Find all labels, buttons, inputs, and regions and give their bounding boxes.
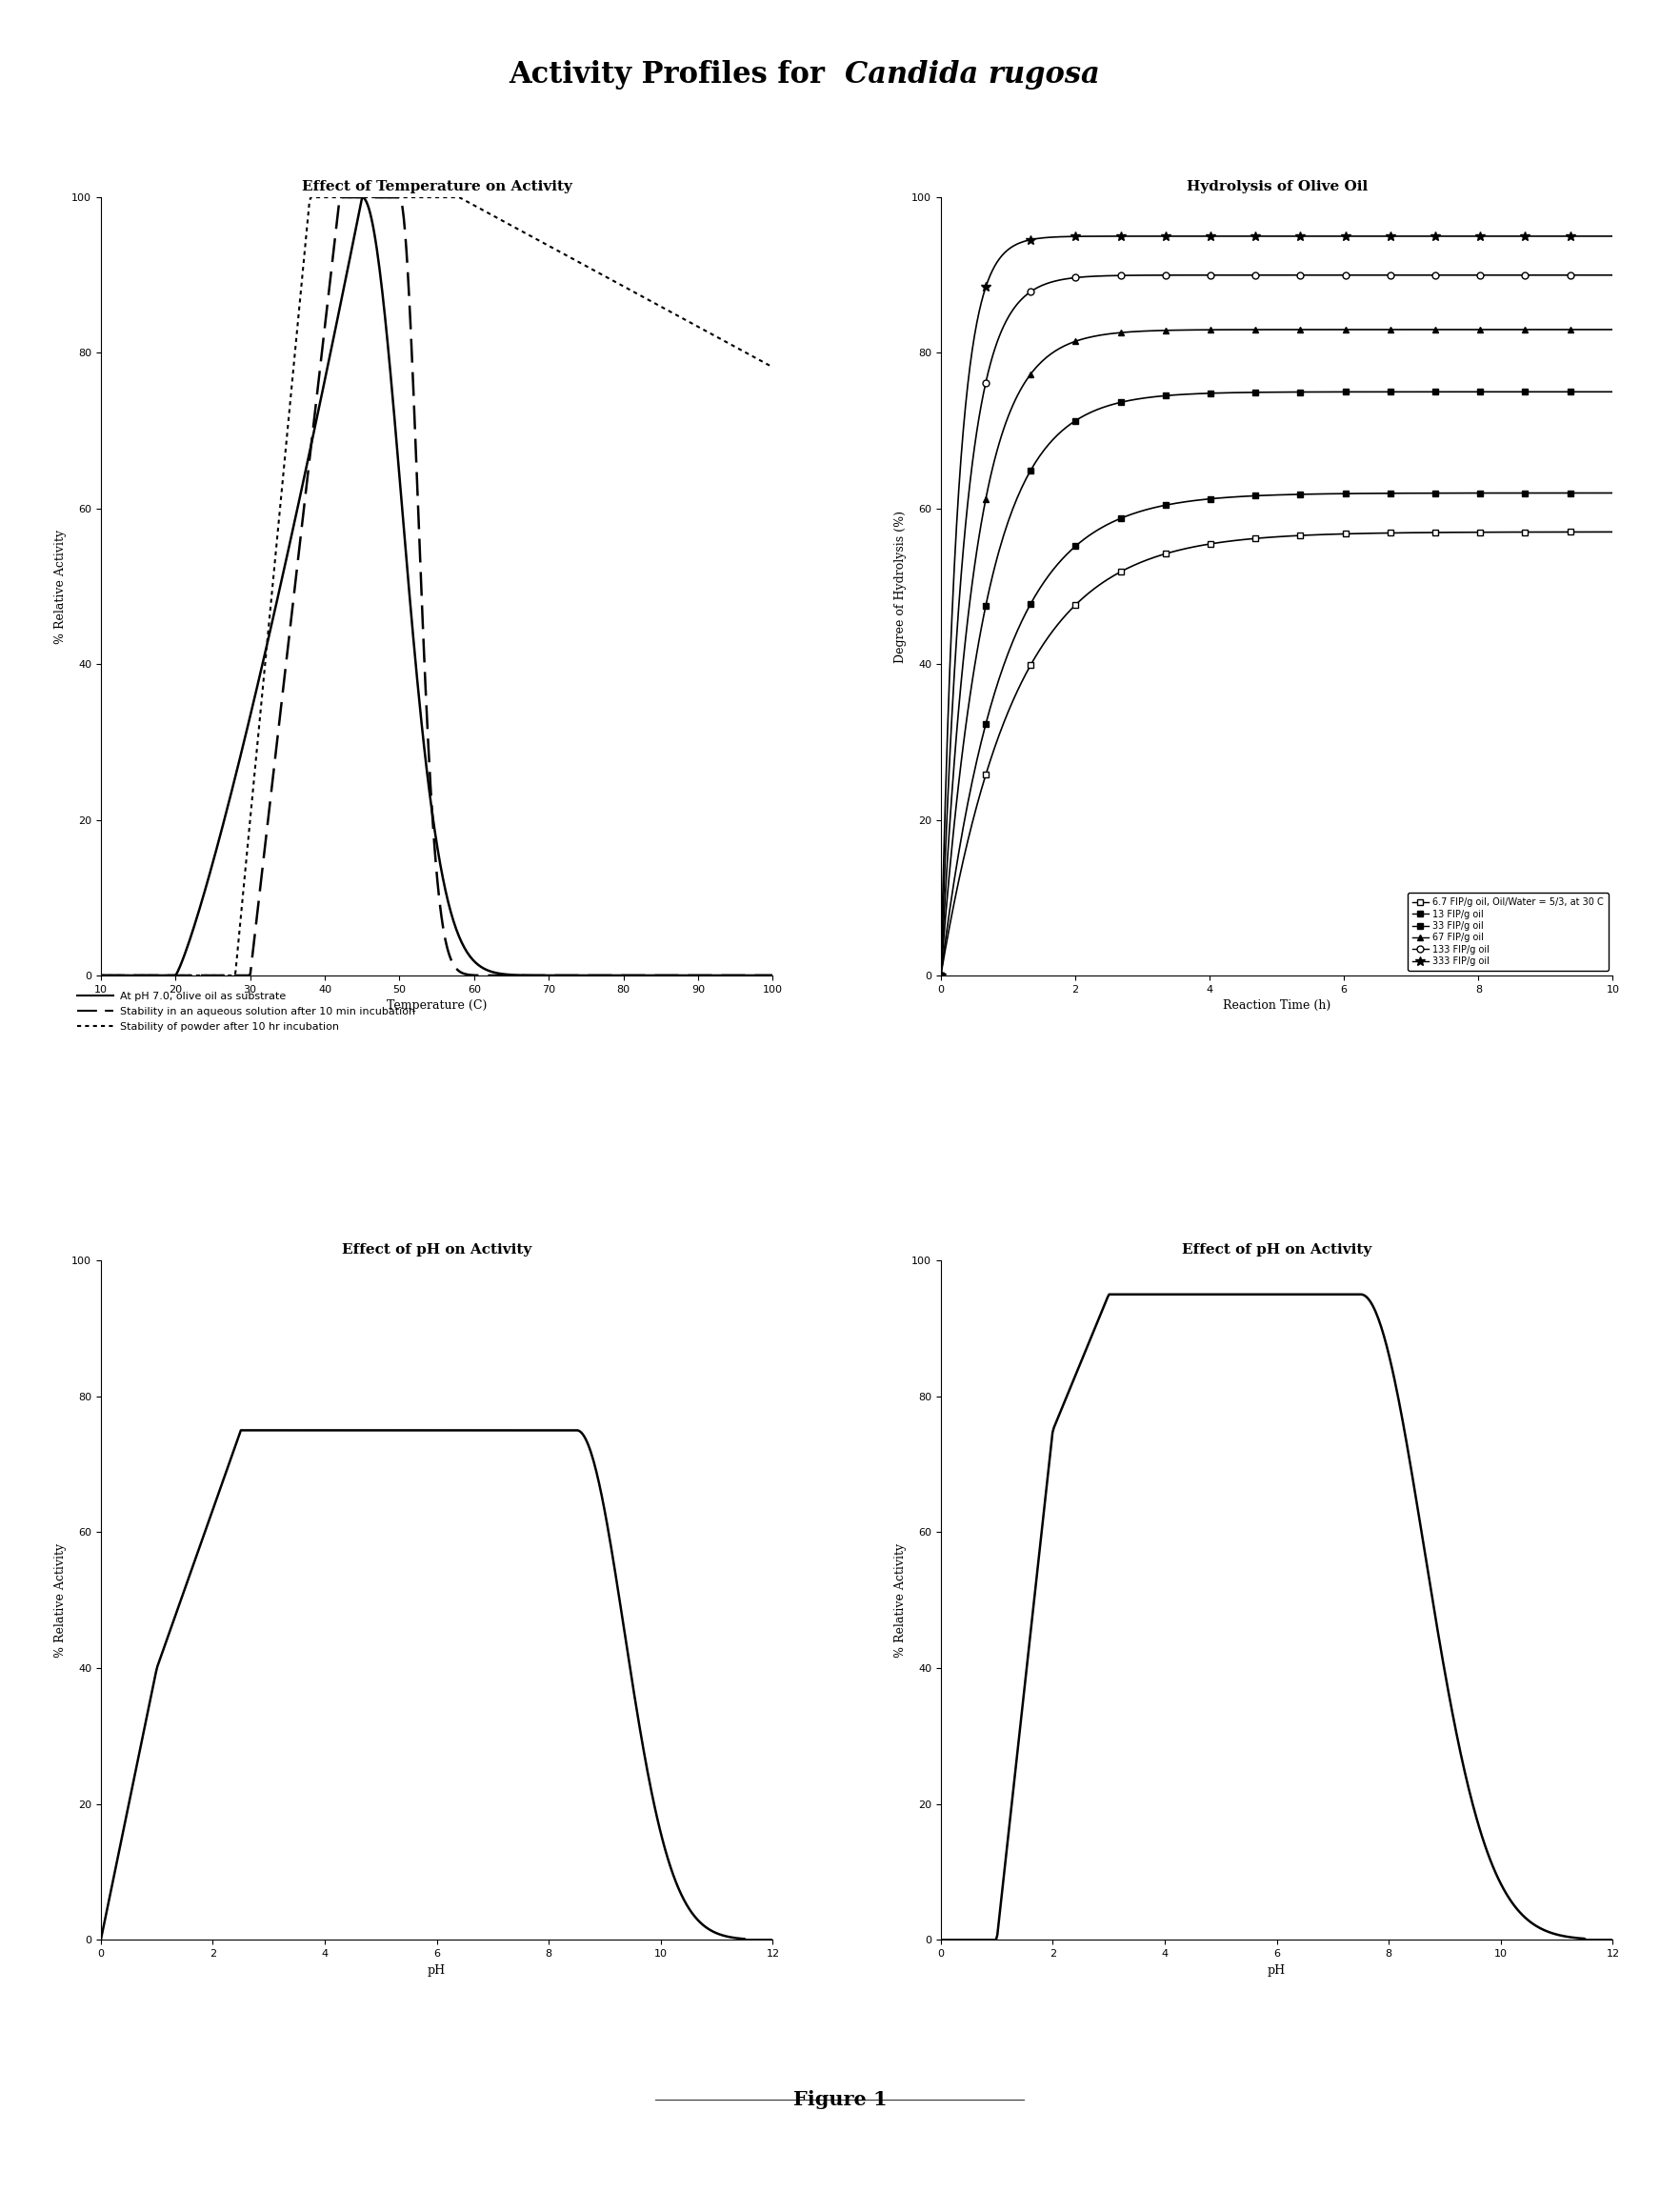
X-axis label: Temperature (C): Temperature (C) (386, 1000, 487, 1013)
Y-axis label: % Relative Activity: % Relative Activity (54, 528, 66, 644)
Y-axis label: Degree of Hydrolysis (%): Degree of Hydrolysis (%) (894, 511, 906, 662)
Text: Activity Profiles for: Activity Profiles for (509, 59, 835, 90)
Title: Effect of pH on Activity: Effect of pH on Activity (343, 1243, 531, 1256)
Legend: 6.7 FIP/g oil, Oil/Water = 5/3, at 30 C, 13 FIP/g oil, 33 FIP/g oil, 67 FIP/g oi: 6.7 FIP/g oil, Oil/Water = 5/3, at 30 C,… (1408, 892, 1608, 971)
X-axis label: Reaction Time (h): Reaction Time (h) (1223, 1000, 1331, 1013)
X-axis label: pH: pH (428, 1964, 445, 1977)
X-axis label: pH: pH (1268, 1964, 1285, 1977)
Title: Effect of pH on Activity: Effect of pH on Activity (1183, 1243, 1371, 1256)
Y-axis label: % Relative Activity: % Relative Activity (894, 1543, 906, 1657)
Y-axis label: % Relative Activity: % Relative Activity (54, 1543, 66, 1657)
Title: Hydrolysis of Olive Oil: Hydrolysis of Olive Oil (1186, 180, 1368, 193)
Text: Figure 1: Figure 1 (793, 2091, 887, 2109)
Title: Effect of Temperature on Activity: Effect of Temperature on Activity (302, 180, 571, 193)
Text: Candida rugosa: Candida rugosa (845, 59, 1100, 90)
Legend: At pH 7.0, olive oil as substrate, Stability in an aqueous solution after 10 min: At pH 7.0, olive oil as substrate, Stabi… (72, 986, 420, 1037)
